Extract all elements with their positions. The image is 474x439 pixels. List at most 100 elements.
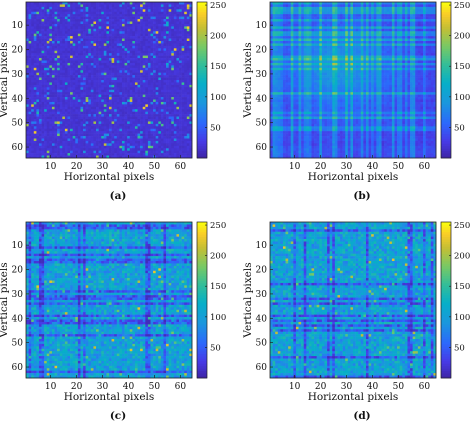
heatmap-cell bbox=[26, 138, 29, 142]
heatmap-cell bbox=[179, 143, 182, 147]
heatmap-cell bbox=[64, 126, 68, 130]
heatmap-cell bbox=[96, 111, 99, 115]
heatmap-cell bbox=[90, 116, 94, 120]
heatmap-cell bbox=[83, 21, 86, 25]
heatmap-cell bbox=[277, 28, 281, 32]
heatmap-cell bbox=[334, 11, 338, 15]
heatmap-cell bbox=[397, 16, 400, 20]
heatmap-cell bbox=[119, 99, 123, 103]
heatmap-cell bbox=[46, 97, 50, 100]
heatmap-cell bbox=[186, 53, 190, 56]
heatmap-cell bbox=[54, 41, 58, 44]
heatmap-cell bbox=[31, 136, 35, 139]
heatmap-cell bbox=[103, 116, 107, 120]
heatmap-cell bbox=[111, 58, 115, 61]
heatmap-cell bbox=[116, 148, 120, 151]
heatmap-cell bbox=[33, 97, 37, 100]
heatmap-cell bbox=[363, 11, 367, 15]
heatmap-cell bbox=[38, 72, 42, 76]
heatmap-cell bbox=[49, 19, 53, 22]
heatmap-cell bbox=[381, 21, 385, 25]
heatmap-cell bbox=[59, 26, 63, 30]
heatmap-cell bbox=[46, 106, 50, 110]
heatmap-cell bbox=[181, 19, 185, 22]
heatmap-cell bbox=[51, 123, 55, 127]
heatmap-cell bbox=[28, 143, 32, 147]
heatmap-cell bbox=[103, 50, 107, 54]
heatmap-cell bbox=[72, 62, 76, 66]
heatmap-cell bbox=[70, 153, 73, 156]
heatmap-cell bbox=[423, 9, 426, 13]
heatmap-cell bbox=[90, 114, 94, 117]
heatmap-cell bbox=[83, 2, 86, 5]
heatmap-cell bbox=[145, 23, 149, 27]
heatmap-cell bbox=[67, 50, 71, 54]
heatmap-cell bbox=[38, 136, 42, 139]
heatmap-cell bbox=[96, 65, 99, 69]
heatmap-cell bbox=[98, 153, 102, 156]
heatmap-cell bbox=[77, 155, 81, 159]
heatmap-cell bbox=[137, 153, 141, 156]
heatmap-cell bbox=[412, 16, 416, 20]
heatmap-cell bbox=[80, 111, 84, 115]
heatmap-cell bbox=[67, 123, 71, 127]
heatmap-cell bbox=[116, 82, 120, 86]
heatmap-cell bbox=[70, 48, 73, 52]
heatmap-cell bbox=[145, 123, 149, 127]
heatmap-cell bbox=[176, 26, 180, 30]
heatmap-cell bbox=[101, 84, 105, 88]
heatmap-cell bbox=[121, 136, 125, 139]
heatmap-cell bbox=[394, 23, 398, 27]
heatmap-cell bbox=[428, 11, 432, 15]
heatmap-cell bbox=[160, 23, 164, 27]
heatmap-cell bbox=[121, 104, 125, 108]
heatmap-cell bbox=[114, 9, 118, 13]
heatmap-cell bbox=[386, 6, 390, 10]
heatmap-cell bbox=[70, 72, 73, 76]
heatmap-cell bbox=[179, 133, 182, 137]
heatmap-cell bbox=[109, 4, 112, 8]
heatmap-cell bbox=[184, 9, 188, 13]
heatmap-cell bbox=[106, 50, 110, 54]
heatmap-cell bbox=[114, 119, 118, 122]
heatmap-cell bbox=[399, 14, 403, 17]
heatmap-cell bbox=[163, 94, 167, 98]
heatmap-cell bbox=[80, 43, 84, 47]
heatmap-cell bbox=[116, 50, 120, 54]
heatmap-cell bbox=[355, 2, 359, 5]
heatmap-cell bbox=[80, 97, 84, 100]
heatmap-cell bbox=[44, 121, 48, 125]
heatmap-cell bbox=[394, 6, 398, 10]
heatmap-cell bbox=[132, 80, 136, 83]
heatmap-cell bbox=[332, 31, 336, 34]
heatmap-cell bbox=[186, 128, 190, 132]
heatmap-cell bbox=[46, 87, 50, 91]
heatmap-cell bbox=[57, 82, 61, 86]
heatmap-cell bbox=[88, 80, 92, 83]
heatmap-cell bbox=[121, 19, 125, 22]
heatmap-cell bbox=[166, 72, 169, 76]
heatmap-cell bbox=[38, 26, 42, 30]
heatmap-cell bbox=[121, 31, 125, 34]
heatmap-cell bbox=[72, 21, 76, 25]
heatmap-cell bbox=[179, 111, 182, 115]
heatmap-cell bbox=[173, 41, 177, 44]
heatmap-cell bbox=[26, 31, 29, 34]
heatmap-cell bbox=[381, 2, 385, 5]
heatmap-cell bbox=[410, 2, 413, 5]
heatmap-cell bbox=[381, 11, 385, 15]
heatmap-cell bbox=[77, 136, 81, 139]
heatmap-cell bbox=[88, 21, 92, 25]
heatmap-cell bbox=[106, 143, 110, 147]
heatmap-cell bbox=[31, 133, 35, 137]
heatmap-cell bbox=[147, 11, 151, 15]
heatmap-cell bbox=[88, 31, 92, 34]
heatmap-cell bbox=[121, 109, 125, 112]
heatmap-cell bbox=[166, 60, 169, 64]
heatmap-cell bbox=[290, 16, 294, 20]
heatmap-cell bbox=[173, 123, 177, 127]
heatmap-cell bbox=[137, 140, 141, 144]
heatmap-cell bbox=[168, 92, 172, 95]
heatmap-cell bbox=[127, 121, 131, 125]
heatmap-cell bbox=[293, 31, 297, 34]
